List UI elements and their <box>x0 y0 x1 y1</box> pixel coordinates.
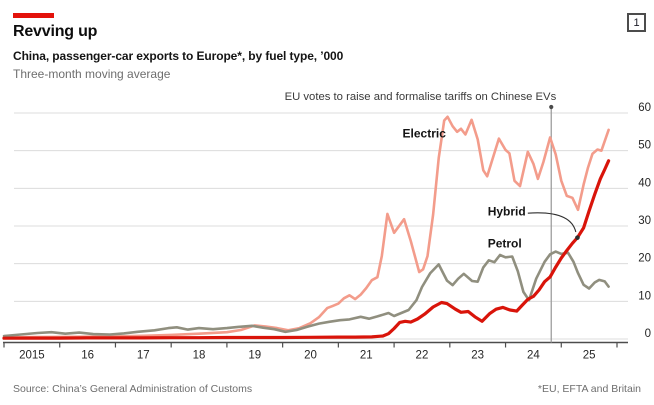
y-tick-label: 30 <box>638 215 651 227</box>
x-tick-label: 21 <box>360 350 373 362</box>
source-line: Source: China’s General Administration o… <box>13 383 253 395</box>
callout-curve <box>527 212 577 233</box>
x-tick-label: 19 <box>248 350 261 362</box>
index-number: 1 <box>633 16 640 29</box>
x-tick-label: 2015 <box>19 350 45 362</box>
series-label-petrol: Petrol <box>488 236 522 250</box>
annotation-label: EU votes to raise and formalise tariffs … <box>285 91 557 103</box>
x-tick-label: 20 <box>304 350 317 362</box>
y-tick-label: 10 <box>638 290 651 302</box>
chart-subtitle: China, passenger-car exports to Europe*,… <box>13 49 344 63</box>
y-tick-label: 50 <box>638 140 651 152</box>
callout-dot <box>575 235 580 240</box>
y-tick-label: 20 <box>638 253 651 265</box>
x-tick-label: 18 <box>193 350 206 362</box>
x-tick-label: 22 <box>416 350 429 362</box>
x-tick-label: 16 <box>81 350 94 362</box>
x-tick-label: 25 <box>583 350 596 362</box>
page-title: Revving up <box>13 23 98 40</box>
series-hybrid-line <box>2 159 611 340</box>
series-electric-line <box>2 115 610 339</box>
x-tick-label: 24 <box>527 350 540 362</box>
footnote: *EU, EFTA and Britain <box>537 383 641 395</box>
series-label-electric: Electric <box>403 126 447 140</box>
x-tick-label: 23 <box>471 350 484 362</box>
series-petrol-line <box>2 250 610 338</box>
y-tick-label: 60 <box>638 102 651 114</box>
index-box: 1 <box>627 13 646 32</box>
chart-note: Three-month moving average <box>13 67 171 81</box>
y-tick-label: 40 <box>638 177 651 189</box>
y-tick-label: 0 <box>645 328 651 340</box>
series-label-hybrid: Hybrid <box>488 205 526 219</box>
x-tick-label: 17 <box>137 350 150 362</box>
event-line-dot <box>549 104 554 110</box>
brand-tag-bar <box>13 13 54 18</box>
